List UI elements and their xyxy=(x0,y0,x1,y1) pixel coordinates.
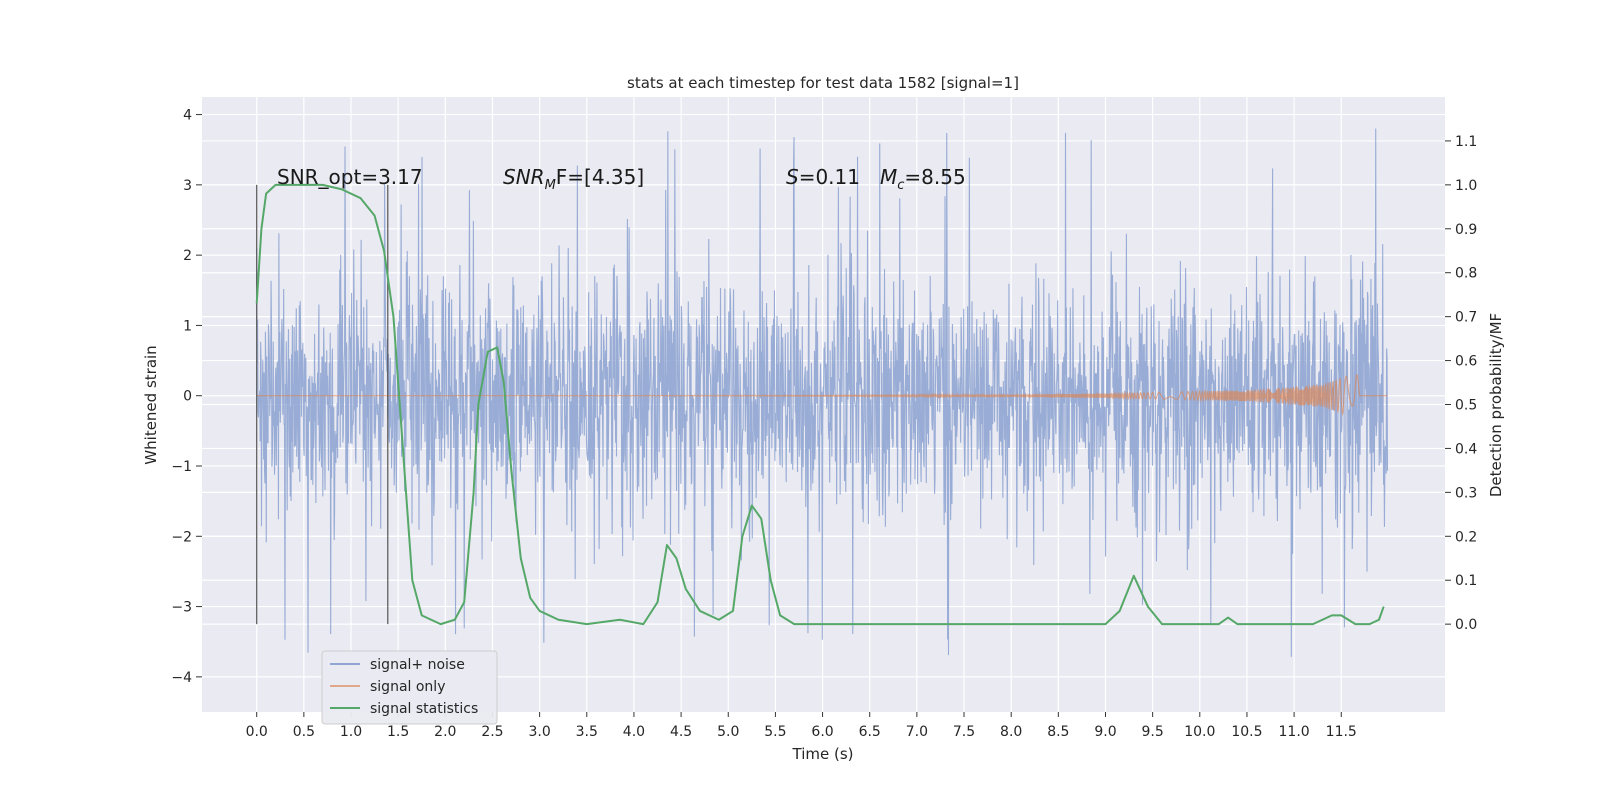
y-tick-label-left: −1 xyxy=(171,459,192,475)
x-tick-label: 4.5 xyxy=(670,724,692,740)
y-tick-label-left: −2 xyxy=(171,529,192,545)
y-tick-label-right: 0.7 xyxy=(1455,310,1477,326)
y-tick-label-right: 0.9 xyxy=(1455,222,1477,238)
y-tick-label-left: 3 xyxy=(183,178,192,194)
x-tick-label: 4.0 xyxy=(623,724,645,740)
y-tick-label-right: 1.1 xyxy=(1455,134,1477,150)
x-tick-label: 7.0 xyxy=(906,724,928,740)
legend-label-signal: signal only xyxy=(370,679,445,695)
x-ticks: 0.0 0.5 1.0 1.5 2.0 2.5 3.0 3.5 4.0 4.5 5.0 5.5 6.0 6… xyxy=(246,712,1357,740)
x-tick-label: 2.0 xyxy=(434,724,456,740)
annotation-mc: Mc=8.55 xyxy=(880,165,966,193)
y-tick-label-left: 1 xyxy=(183,318,192,334)
x-tick-label: 3.5 xyxy=(576,724,598,740)
x-tick-label: 0.0 xyxy=(246,724,268,740)
x-tick-label: 8.5 xyxy=(1047,724,1069,740)
y-ticks-right: 1.1 1.0 0.9 0.8 0.7 0.6 0.5 0.4 0.3 0.2 0.1 0.0 xyxy=(1445,134,1477,633)
legend-label-noise: signal+ noise xyxy=(370,657,465,673)
x-tick-label: 10.0 xyxy=(1184,724,1215,740)
y-tick-label-right: 1.0 xyxy=(1455,178,1477,194)
x-tick-label: 5.5 xyxy=(764,724,786,740)
x-tick-label: 6.5 xyxy=(859,724,881,740)
y-tick-label-right: 0.6 xyxy=(1455,354,1477,370)
annotation-snr-mf: SNRMF=[4.35] xyxy=(503,165,644,193)
x-tick-label: 9.0 xyxy=(1094,724,1116,740)
y-tick-label-left: 0 xyxy=(183,389,192,405)
y-tick-label-right: 0.3 xyxy=(1455,485,1477,501)
x-tick-label: 1.0 xyxy=(340,724,362,740)
legend-box xyxy=(321,650,498,725)
y-tick-label-left: 2 xyxy=(183,248,192,264)
series-signal-plus-noise xyxy=(256,128,1389,657)
y-tick-label-right: 0.8 xyxy=(1455,266,1477,282)
y-tick-label-left: 4 xyxy=(183,108,192,124)
annotation-s: S=0.11 xyxy=(786,165,860,189)
x-tick-label: 0.5 xyxy=(293,724,315,740)
y-tick-label-right: 0.5 xyxy=(1455,398,1477,414)
x-tick-label: 2.5 xyxy=(481,724,503,740)
legend-label-stats: signal statistics xyxy=(370,701,478,717)
x-tick-label: 5.0 xyxy=(717,724,739,740)
series-signal-statistics xyxy=(255,183,1385,626)
legend: signal+ noise signal only signal statist… xyxy=(321,650,498,725)
x-tick-label: 9.5 xyxy=(1142,724,1164,740)
y-tick-label-right: 0.2 xyxy=(1455,529,1477,545)
x-tick-label: 6.0 xyxy=(811,724,833,740)
annotation-snr-opt: SNR_opt=3.17 xyxy=(277,165,423,189)
chart-title: stats at each timestep for test data 158… xyxy=(627,74,1019,92)
x-tick-label: 11.5 xyxy=(1326,724,1357,740)
y-axis-label-right: Detection probability/MF xyxy=(1487,313,1505,497)
series-signal-only xyxy=(256,373,1388,416)
x-axis-label: Time (s) xyxy=(792,745,854,763)
y-axis-label-left: Whitened strain xyxy=(142,345,160,464)
x-tick-label: 7.5 xyxy=(953,724,975,740)
y-tick-label-right: 0.0 xyxy=(1455,617,1477,633)
y-tick-label-right: 0.4 xyxy=(1455,441,1477,457)
y-ticks-left: 4 3 2 1 0 −1 −2 −3 −4 xyxy=(171,108,202,686)
x-tick-label: 10.5 xyxy=(1231,724,1262,740)
y-tick-label-right: 0.1 xyxy=(1455,573,1477,589)
x-tick-label: 3.0 xyxy=(528,724,550,740)
y-tick-label-left: −4 xyxy=(171,670,192,686)
x-tick-label: 11.0 xyxy=(1279,724,1310,740)
x-tick-label: 1.5 xyxy=(387,724,409,740)
x-tick-label: 8.0 xyxy=(1000,724,1022,740)
y-tick-label-left: −3 xyxy=(171,600,192,616)
